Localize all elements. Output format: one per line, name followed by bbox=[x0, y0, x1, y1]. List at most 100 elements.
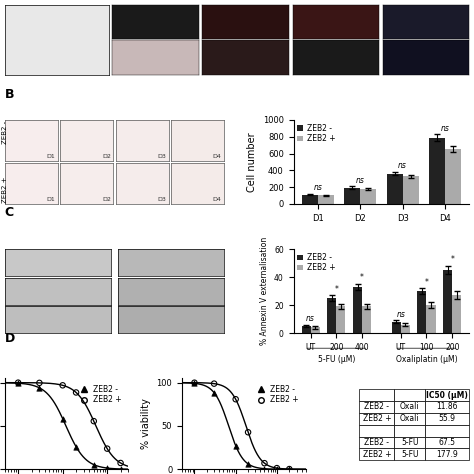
Bar bbox=[394, 425, 425, 437]
Text: *: * bbox=[425, 278, 428, 287]
Bar bbox=[394, 389, 425, 401]
Legend: ZEB2 -, ZEB2 +: ZEB2 -, ZEB2 + bbox=[78, 382, 125, 407]
Bar bbox=[394, 413, 425, 425]
Point bbox=[191, 379, 198, 386]
Text: D1: D1 bbox=[46, 197, 55, 202]
Point bbox=[72, 443, 80, 450]
Text: D2: D2 bbox=[102, 154, 111, 159]
Bar bbox=[418, 291, 427, 333]
Bar bbox=[443, 270, 452, 333]
Text: D1: D1 bbox=[46, 154, 55, 159]
Text: ns: ns bbox=[398, 161, 407, 170]
Bar bbox=[425, 437, 469, 448]
Text: D3: D3 bbox=[157, 197, 166, 202]
Y-axis label: % Annexin V externalisation: % Annexin V externalisation bbox=[260, 237, 269, 345]
Point bbox=[90, 461, 98, 468]
Text: ns: ns bbox=[306, 314, 315, 323]
Point bbox=[14, 379, 22, 386]
Text: ns: ns bbox=[396, 310, 405, 319]
Point bbox=[117, 465, 124, 473]
Text: ZEB2 -: ZEB2 - bbox=[365, 402, 390, 411]
Bar bbox=[359, 437, 394, 448]
Point bbox=[261, 465, 268, 473]
Bar bbox=[301, 326, 310, 333]
Bar bbox=[402, 176, 419, 204]
Bar bbox=[360, 189, 376, 204]
Bar bbox=[394, 448, 425, 460]
Text: D2: D2 bbox=[102, 197, 111, 202]
Bar bbox=[353, 287, 362, 333]
Bar bbox=[310, 328, 319, 333]
Text: 5-FU: 5-FU bbox=[401, 450, 419, 459]
Text: C: C bbox=[5, 206, 14, 219]
Point bbox=[273, 465, 281, 473]
Point bbox=[36, 384, 43, 392]
Legend: ZEB2 -, ZEB2 +: ZEB2 -, ZEB2 + bbox=[297, 124, 335, 143]
Bar bbox=[427, 305, 436, 333]
Point bbox=[232, 395, 239, 403]
Text: ns: ns bbox=[441, 124, 449, 133]
Point bbox=[72, 389, 80, 396]
Point bbox=[285, 465, 293, 473]
Y-axis label: % viability: % viability bbox=[141, 398, 151, 449]
Text: ZEB2 -: ZEB2 - bbox=[365, 438, 390, 447]
Text: 5-FU: 5-FU bbox=[401, 438, 419, 447]
Point bbox=[90, 417, 98, 425]
Bar bbox=[425, 413, 469, 425]
Point bbox=[59, 415, 66, 422]
Point bbox=[191, 380, 198, 387]
Bar bbox=[425, 425, 469, 437]
Text: ns: ns bbox=[356, 175, 365, 184]
Text: D3: D3 bbox=[157, 154, 166, 159]
Text: ZEB2 -: ZEB2 - bbox=[2, 121, 9, 144]
Text: IC50 (μM): IC50 (μM) bbox=[426, 391, 468, 400]
Point bbox=[273, 465, 281, 472]
Point bbox=[14, 380, 22, 387]
Bar bbox=[337, 307, 346, 333]
Text: *: * bbox=[450, 255, 454, 264]
Text: 11.86: 11.86 bbox=[437, 402, 458, 411]
Point bbox=[244, 428, 252, 436]
Text: 5-FU (μM): 5-FU (μM) bbox=[318, 355, 355, 364]
Bar bbox=[359, 401, 394, 413]
Bar bbox=[359, 413, 394, 425]
Bar bbox=[394, 437, 425, 448]
Bar bbox=[445, 149, 461, 204]
Text: Oxali: Oxali bbox=[400, 414, 419, 423]
Text: ZEB2 +: ZEB2 + bbox=[363, 450, 391, 459]
Point bbox=[210, 380, 218, 387]
Text: D4: D4 bbox=[213, 154, 222, 159]
Y-axis label: Cell number: Cell number bbox=[247, 132, 257, 191]
Bar bbox=[425, 389, 469, 401]
Point bbox=[244, 460, 252, 468]
Text: 55.9: 55.9 bbox=[439, 414, 456, 423]
Bar bbox=[344, 188, 360, 204]
Bar bbox=[359, 448, 394, 460]
Text: D4: D4 bbox=[213, 197, 222, 202]
Point bbox=[117, 459, 124, 467]
Point bbox=[210, 389, 218, 397]
Bar bbox=[425, 401, 469, 413]
Text: Oxali: Oxali bbox=[400, 402, 419, 411]
Text: ns: ns bbox=[313, 183, 322, 192]
Bar bbox=[394, 401, 425, 413]
Bar bbox=[328, 298, 337, 333]
Point bbox=[103, 464, 111, 472]
Bar bbox=[425, 448, 469, 460]
Bar bbox=[362, 307, 371, 333]
Legend: ZEB2 -, ZEB2 +: ZEB2 -, ZEB2 + bbox=[297, 253, 335, 272]
Text: B: B bbox=[5, 88, 14, 100]
Bar bbox=[452, 295, 461, 333]
Text: *: * bbox=[334, 284, 338, 293]
Bar bbox=[318, 195, 334, 204]
Point bbox=[285, 465, 293, 473]
Text: *: * bbox=[360, 273, 364, 283]
Point bbox=[59, 382, 66, 389]
Text: 177.9: 177.9 bbox=[437, 450, 458, 459]
Bar bbox=[359, 425, 394, 437]
Text: ZEB2 +: ZEB2 + bbox=[363, 414, 391, 423]
Text: 67.5: 67.5 bbox=[439, 438, 456, 447]
Bar bbox=[301, 195, 318, 204]
Bar bbox=[429, 137, 445, 204]
Text: D: D bbox=[5, 332, 15, 345]
